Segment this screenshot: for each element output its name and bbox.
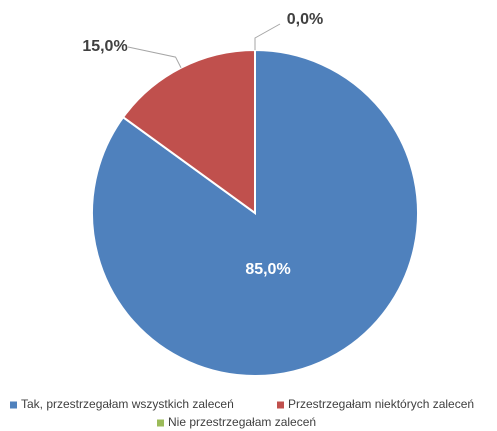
legend-label: Tak, przestrzegałam wszystkich zaleceń <box>21 397 234 411</box>
pie-slice <box>121 48 256 215</box>
legend-swatch <box>10 401 17 409</box>
legend-label: Przestrzegałam niektórych zaleceń <box>288 397 474 411</box>
data-label: 0,0% <box>287 11 323 28</box>
leader-line <box>254 23 281 50</box>
data-label: 15,0% <box>82 38 127 55</box>
legend-swatch <box>277 401 284 409</box>
legend-swatch <box>157 419 164 427</box>
leader-line <box>127 46 182 68</box>
data-label: 85,0% <box>245 261 290 278</box>
legend-label: Nie przestrzegałam zaleceń <box>168 415 316 429</box>
